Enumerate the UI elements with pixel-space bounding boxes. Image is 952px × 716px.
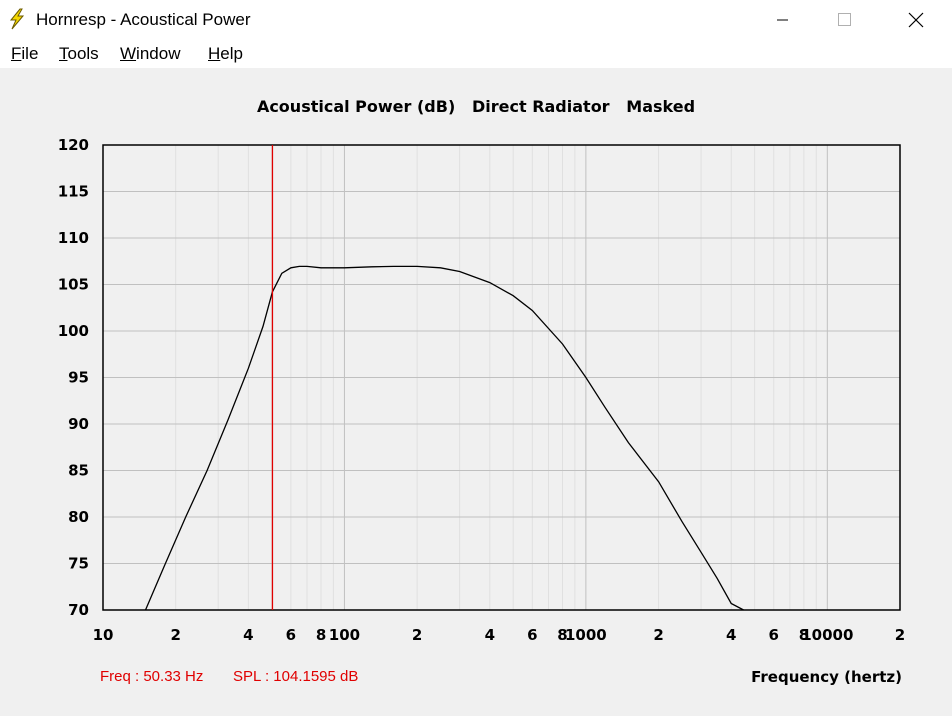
- lightning-bolt-icon: [9, 8, 25, 30]
- x-tick-label: 10000: [801, 626, 853, 644]
- x-tick-label: 6: [769, 626, 779, 644]
- maximize-icon: [838, 13, 851, 26]
- x-tick-label: 8: [799, 626, 809, 644]
- menu-help[interactable]: Help: [208, 44, 243, 64]
- y-tick-label: 80: [68, 508, 89, 526]
- x-tick-label: 1000: [565, 626, 607, 644]
- menu-tools[interactable]: Tools: [59, 44, 99, 64]
- x-tick-label: 4: [243, 626, 253, 644]
- close-icon: [908, 12, 924, 28]
- y-tick-label: 110: [58, 229, 89, 247]
- chart-title: Acoustical Power (dB) Direct Radiator Ma…: [256, 97, 696, 116]
- y-tick-labels: 120 115 110 105 100 95 90 85 80 75 70: [58, 136, 89, 619]
- y-tick-label: 120: [58, 136, 89, 154]
- x-axis-label: Frequency (hertz): [751, 668, 902, 686]
- menu-window-mnemonic: W: [120, 44, 137, 63]
- y-tick-label: 70: [68, 601, 89, 619]
- plot-frame: [102, 144, 901, 611]
- y-tick-label: 85: [68, 462, 89, 480]
- x-tick-label: 6: [286, 626, 296, 644]
- x-tick-label: 8: [557, 626, 567, 644]
- x-tick-label: 100: [329, 626, 360, 644]
- menu-help-label: elp: [220, 44, 243, 63]
- y-tick-label: 75: [68, 555, 89, 573]
- x-tick-label: 4: [726, 626, 736, 644]
- x-tick-label: 2: [653, 626, 663, 644]
- y-tick-label: 90: [68, 415, 89, 433]
- spl-readout: SPL : 104.1595 dB: [233, 668, 359, 685]
- x-tick-label: 2: [895, 626, 905, 644]
- x-tick-label: 4: [485, 626, 495, 644]
- minimize-button[interactable]: [760, 0, 806, 40]
- x-tick-label: 10: [93, 626, 114, 644]
- menu-tools-label: ools: [67, 44, 99, 63]
- acoustical-power-curve: [144, 265, 744, 611]
- x-tick-label: 2: [412, 626, 422, 644]
- menu-window[interactable]: Window: [120, 44, 180, 64]
- close-button[interactable]: [893, 0, 939, 40]
- y-tick-label: 115: [58, 183, 89, 201]
- grid: [103, 145, 900, 610]
- minimize-icon: [777, 19, 788, 21]
- title-bar: Hornresp - Acoustical Power: [0, 0, 952, 40]
- x-tick-label: 8: [316, 626, 326, 644]
- menu-file-label: ile: [21, 44, 39, 63]
- menu-file[interactable]: File: [11, 44, 38, 64]
- freq-readout: Freq : 50.33 Hz: [100, 668, 204, 685]
- menu-file-mnemonic: F: [11, 44, 22, 63]
- menu-tools-mnemonic: T: [59, 44, 68, 63]
- x-tick-label: 6: [527, 626, 537, 644]
- x-tick-label: 2: [170, 626, 180, 644]
- maximize-button[interactable]: [822, 0, 868, 40]
- y-tick-label: 100: [58, 322, 89, 340]
- y-tick-label: 105: [58, 276, 89, 294]
- menu-help-mnemonic: H: [208, 44, 221, 63]
- y-tick-label: 95: [68, 369, 89, 387]
- menu-window-label: indow: [136, 44, 181, 63]
- window-title: Hornresp - Acoustical Power: [36, 10, 251, 29]
- menu-bar: File Tools Window Help: [0, 40, 952, 68]
